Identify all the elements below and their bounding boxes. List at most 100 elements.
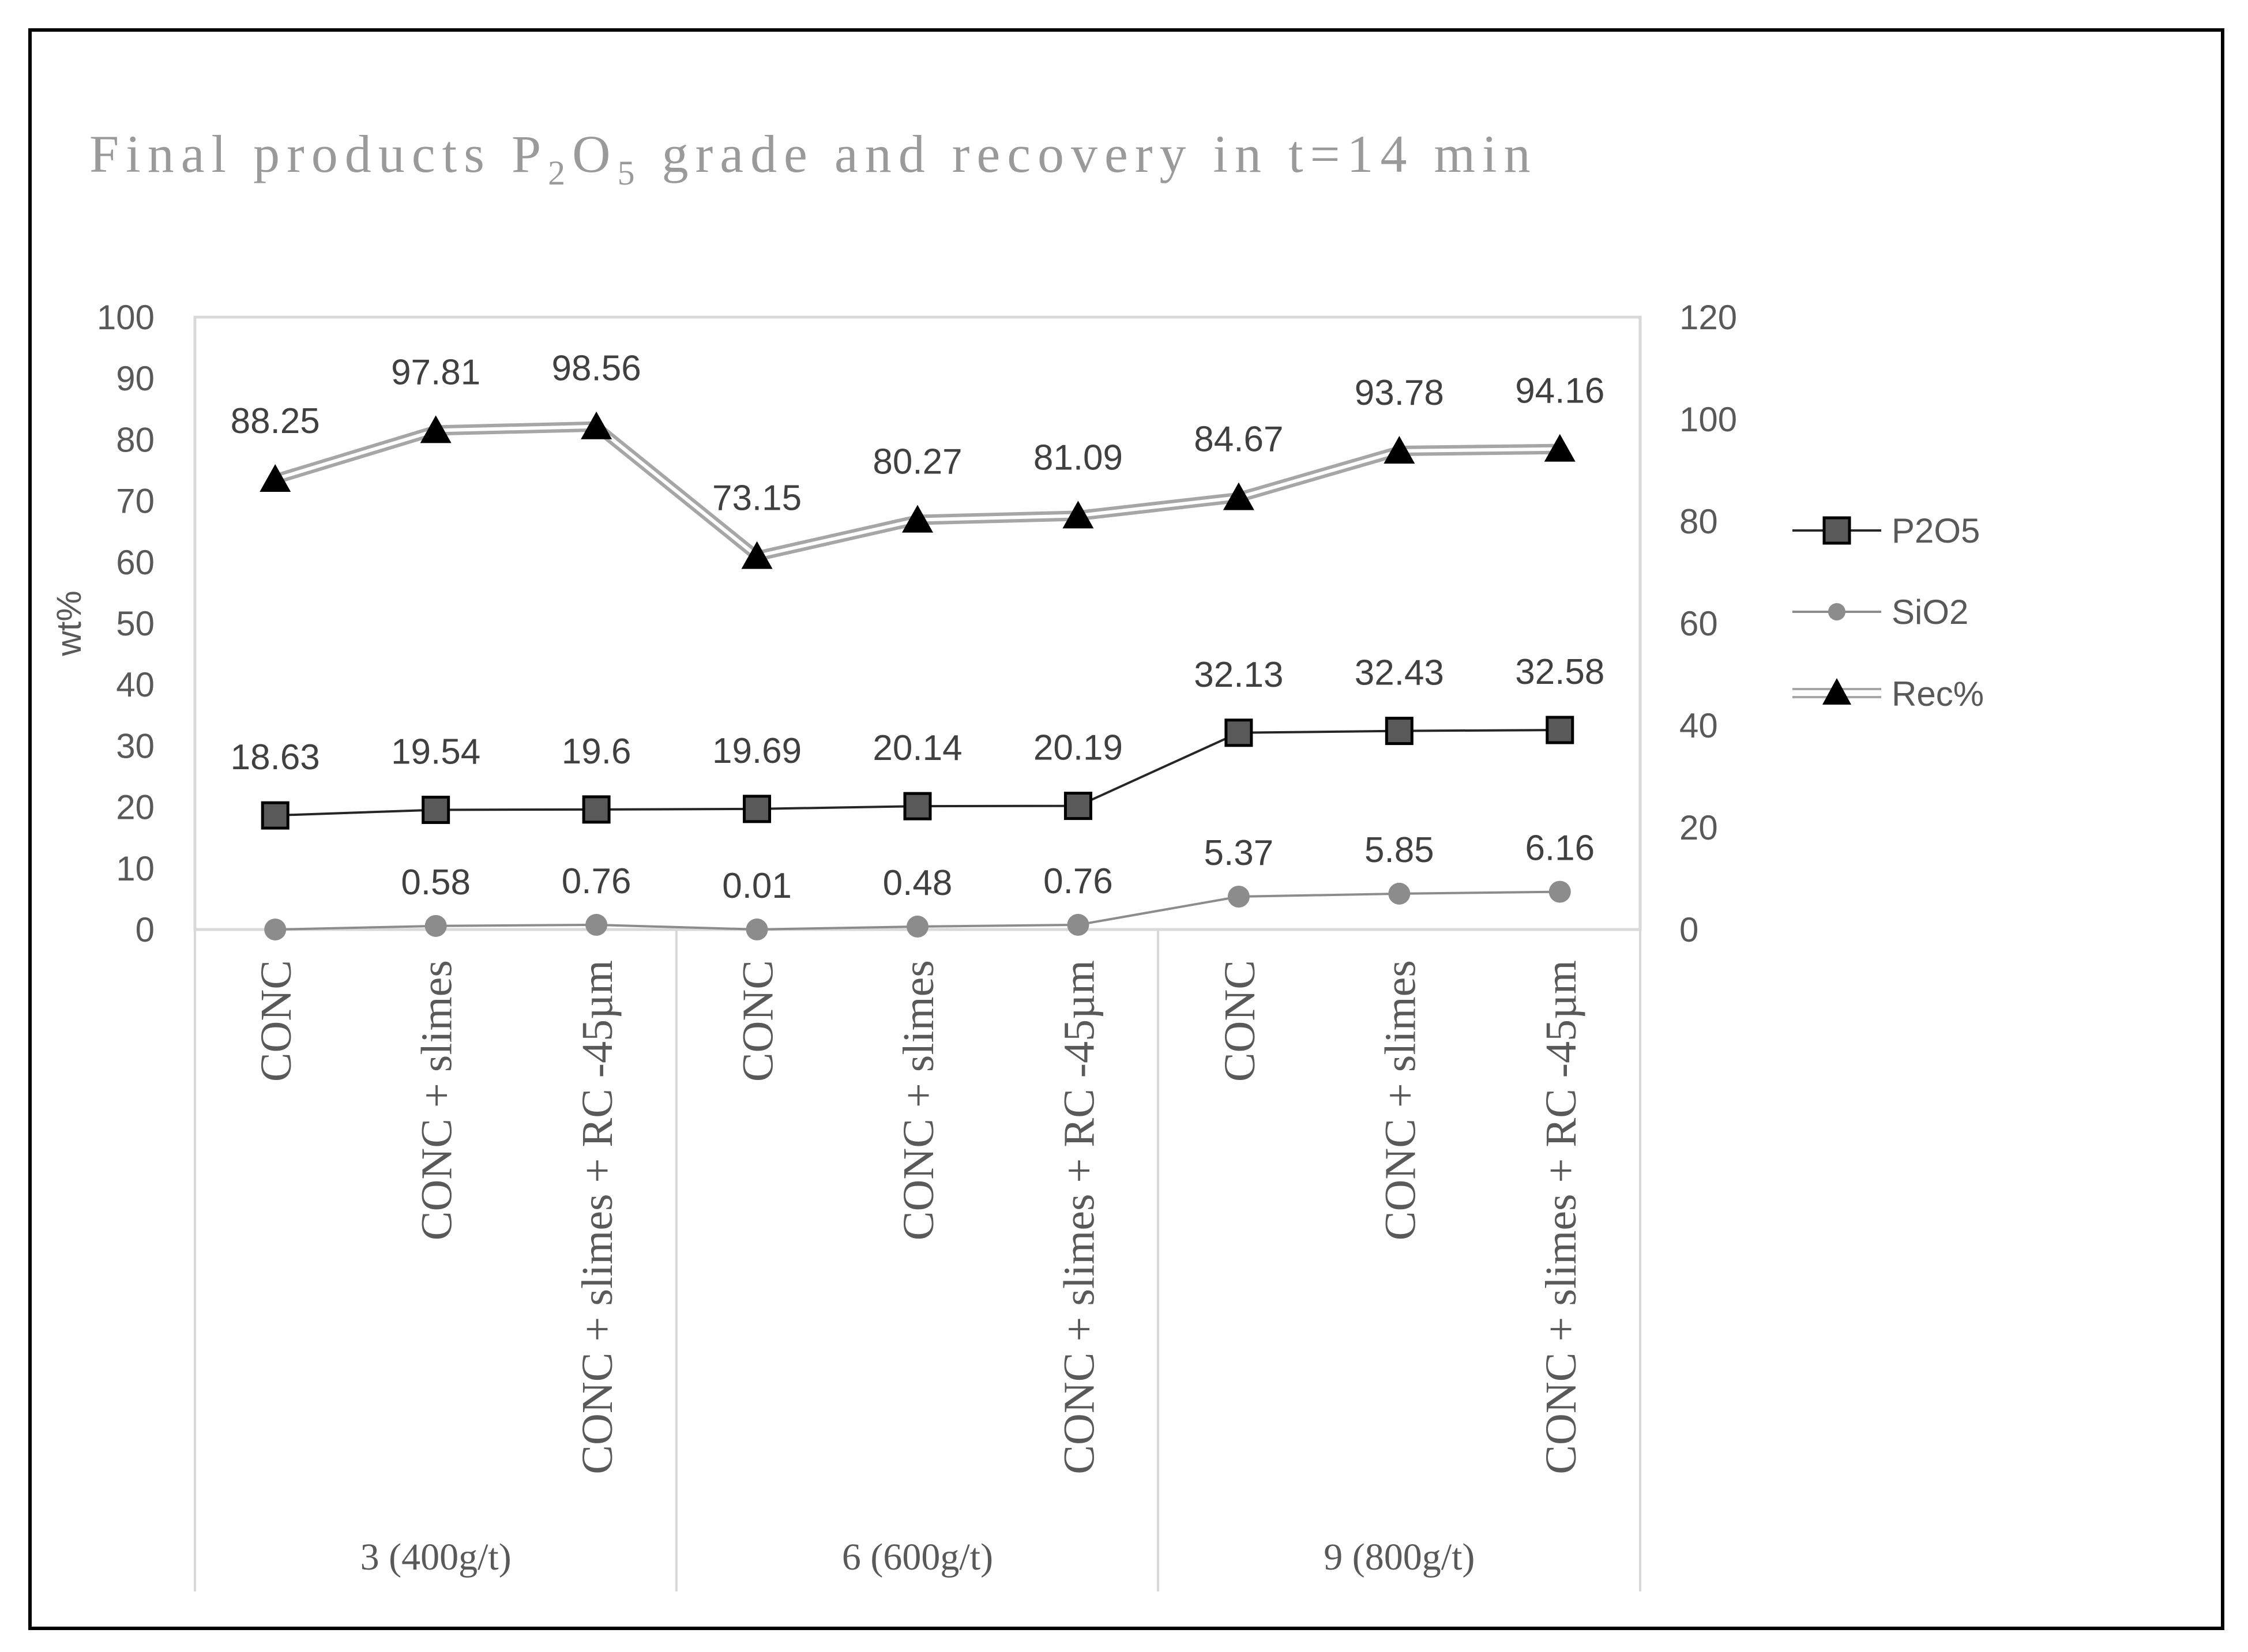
rec-data-label: 93.78 — [1355, 373, 1444, 413]
p2o5-point — [1063, 792, 1092, 821]
rec-point — [1062, 501, 1094, 529]
sio2-point — [746, 918, 768, 940]
sio2-data-label: 6.16 — [1525, 829, 1595, 868]
p2o5-point — [1546, 716, 1574, 744]
p2o5-data-label: 32.58 — [1515, 652, 1604, 692]
y-tick-label: 70 — [116, 482, 155, 521]
series-layer — [260, 411, 1576, 940]
sio2-point — [1388, 882, 1411, 905]
title-mid: O — [572, 125, 617, 183]
p2o5-point — [1224, 718, 1253, 747]
rec-point — [1223, 482, 1254, 510]
y-tick-label: 100 — [97, 298, 155, 337]
rec-point — [902, 505, 933, 533]
p2o5-data-label: 19.69 — [712, 731, 802, 771]
p2o5-data-label: 18.63 — [231, 737, 320, 777]
rec-point — [1384, 436, 1415, 464]
legend-circle-marker — [1828, 603, 1845, 620]
rec-point — [1544, 434, 1576, 462]
y-tick-label: 0 — [136, 910, 155, 949]
rec-point — [741, 541, 773, 569]
sio2-point — [1067, 913, 1089, 936]
p2o5-point — [422, 795, 450, 824]
legend-item-p2o5: P2O5 — [1792, 511, 1980, 550]
sio2-data-label: 0.76 — [562, 861, 631, 901]
y-axis-label: wt% — [50, 590, 88, 656]
group-label: 9 (800g/t) — [1324, 1536, 1475, 1578]
title-sub-2: 5 — [618, 154, 642, 192]
category-label: CONC — [252, 960, 300, 1082]
title-prefix: Final products P — [89, 125, 548, 183]
category-label: CONC + slimes + RC -45µm — [1055, 960, 1103, 1474]
y-tick-label: 80 — [116, 420, 155, 459]
legend-label-rec: Rec% — [1892, 675, 1984, 713]
p2o5-data-label: 32.43 — [1355, 653, 1444, 693]
rec-point — [581, 411, 612, 439]
category-label: CONC + slimes + RC -45µm — [573, 960, 622, 1474]
rec-point — [260, 464, 291, 492]
y2-tick-label: 40 — [1679, 706, 1718, 745]
y2-tick-label: 60 — [1679, 604, 1718, 643]
category-label: CONC + slimes — [894, 960, 943, 1240]
chart-frame — [28, 28, 2224, 1630]
y2-tick-label: 120 — [1679, 298, 1737, 337]
sio2-data-label: 0.76 — [1043, 861, 1113, 901]
sio2-data-label: 5.37 — [1204, 833, 1274, 873]
p2o5-data-label: 20.19 — [1033, 728, 1123, 768]
category-labels: CONC CONC + slimes CONC + slimes + RC -45µ… — [252, 960, 1585, 1474]
p2o5-data-label: 19.54 — [391, 732, 480, 772]
rec-data-label: 84.67 — [1194, 420, 1283, 460]
title-suffix: grade and recovery in t=14 min — [642, 125, 1537, 183]
rec-data-label: 98.56 — [552, 349, 641, 389]
p2o5-point — [1385, 717, 1414, 746]
rec-data-label: 81.09 — [1033, 438, 1123, 477]
legend-item-rec: Rec% — [1792, 675, 1984, 713]
legend-item-sio2: SiO2 — [1792, 593, 1968, 631]
y-axis-ticks: 0 10 20 30 40 50 60 70 80 90 100 — [97, 298, 155, 949]
p2o5-point — [261, 801, 290, 830]
rec-data-label: 80.27 — [873, 442, 962, 482]
p2o5-point — [582, 795, 611, 824]
group-labels: 3 (400g/t) 6 (600g/t) 9 (800g/t) — [360, 1536, 1475, 1578]
p2o5-point — [743, 795, 772, 823]
title-sub-1: 2 — [548, 154, 572, 192]
group-label: 3 (400g/t) — [360, 1536, 512, 1578]
sio2-data-label: 0.48 — [883, 863, 953, 903]
category-label: CONC + slimes — [1376, 960, 1424, 1240]
sio2-point — [585, 913, 608, 936]
y-tick-label: 30 — [116, 727, 155, 765]
rec-data-label: 97.81 — [391, 352, 480, 392]
sio2-data-label: 0.58 — [401, 863, 471, 902]
rec-point — [420, 415, 452, 443]
rec-data-label: 94.16 — [1515, 371, 1604, 411]
data-labels: 88.25 97.81 98.56 73.15 80.27 81.09 84.67 93.78… — [231, 349, 1605, 906]
rec-data-label: 88.25 — [231, 401, 320, 441]
sio2-point — [424, 915, 447, 937]
rec-data-label: 73.15 — [712, 479, 802, 518]
p2o5-data-label: 20.14 — [873, 728, 962, 768]
y2-tick-label: 100 — [1679, 400, 1737, 439]
y-tick-label: 50 — [116, 604, 155, 643]
category-label: CONC + slimes — [413, 960, 461, 1240]
y-tick-label: 40 — [116, 665, 155, 704]
p2o5-data-label: 32.13 — [1194, 655, 1283, 695]
sio2-point — [907, 915, 928, 938]
y-tick-label: 90 — [116, 359, 155, 398]
category-label: CONC + slimes + RC -45µm — [1537, 960, 1585, 1474]
sio2-data-label: 0.01 — [722, 866, 792, 906]
chart-title: Final products P2O5 grade and recovery i… — [89, 125, 1537, 192]
legend-label-sio2: SiO2 — [1892, 593, 1968, 631]
sio2-point — [264, 919, 287, 940]
y2-tick-label: 20 — [1679, 808, 1718, 847]
sio2-point — [1548, 880, 1571, 903]
legend-triangle-marker — [1822, 678, 1851, 705]
legend-square-marker — [1822, 516, 1851, 545]
category-label: CONC — [1216, 960, 1264, 1082]
legend-label-p2o5: P2O5 — [1892, 511, 1980, 550]
p2o5-data-label: 19.6 — [562, 732, 631, 772]
y-tick-label: 10 — [116, 849, 155, 888]
sio2-point — [1227, 885, 1250, 908]
y2-axis-ticks: 0 20 40 60 80 100 120 — [1679, 298, 1737, 949]
p2o5-point — [903, 792, 932, 821]
